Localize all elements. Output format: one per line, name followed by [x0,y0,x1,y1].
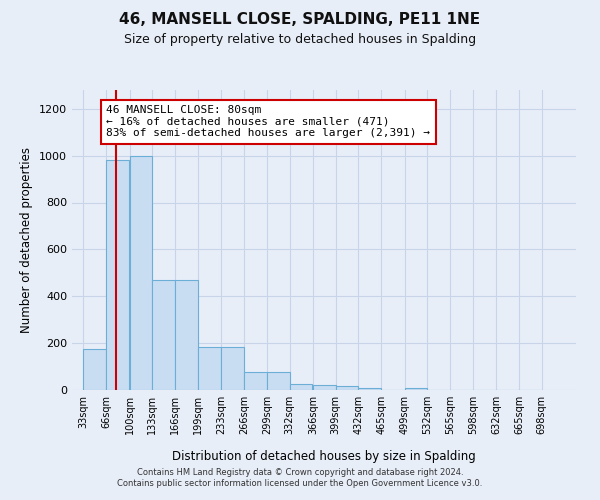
Bar [106,160,129,390]
Bar [267,372,290,390]
Text: Size of property relative to detached houses in Spalding: Size of property relative to detached ho… [124,32,476,46]
Text: Distribution of detached houses by size in Spalding: Distribution of detached houses by size … [172,450,476,463]
Bar [336,386,358,390]
Bar [152,280,175,390]
Bar [358,388,381,390]
Text: Contains HM Land Registry data © Crown copyright and database right 2024.
Contai: Contains HM Land Registry data © Crown c… [118,468,482,487]
Bar [130,156,152,390]
Bar [83,349,106,390]
Bar [221,346,244,390]
Bar [290,384,312,390]
Text: 46 MANSELL CLOSE: 80sqm
← 16% of detached houses are smaller (471)
83% of semi-d: 46 MANSELL CLOSE: 80sqm ← 16% of detache… [106,105,430,138]
Bar [198,346,221,390]
Bar [313,386,336,390]
Text: 46, MANSELL CLOSE, SPALDING, PE11 1NE: 46, MANSELL CLOSE, SPALDING, PE11 1NE [119,12,481,28]
Bar [244,372,267,390]
Bar [404,388,427,390]
Y-axis label: Number of detached properties: Number of detached properties [20,147,34,333]
Bar [175,280,198,390]
